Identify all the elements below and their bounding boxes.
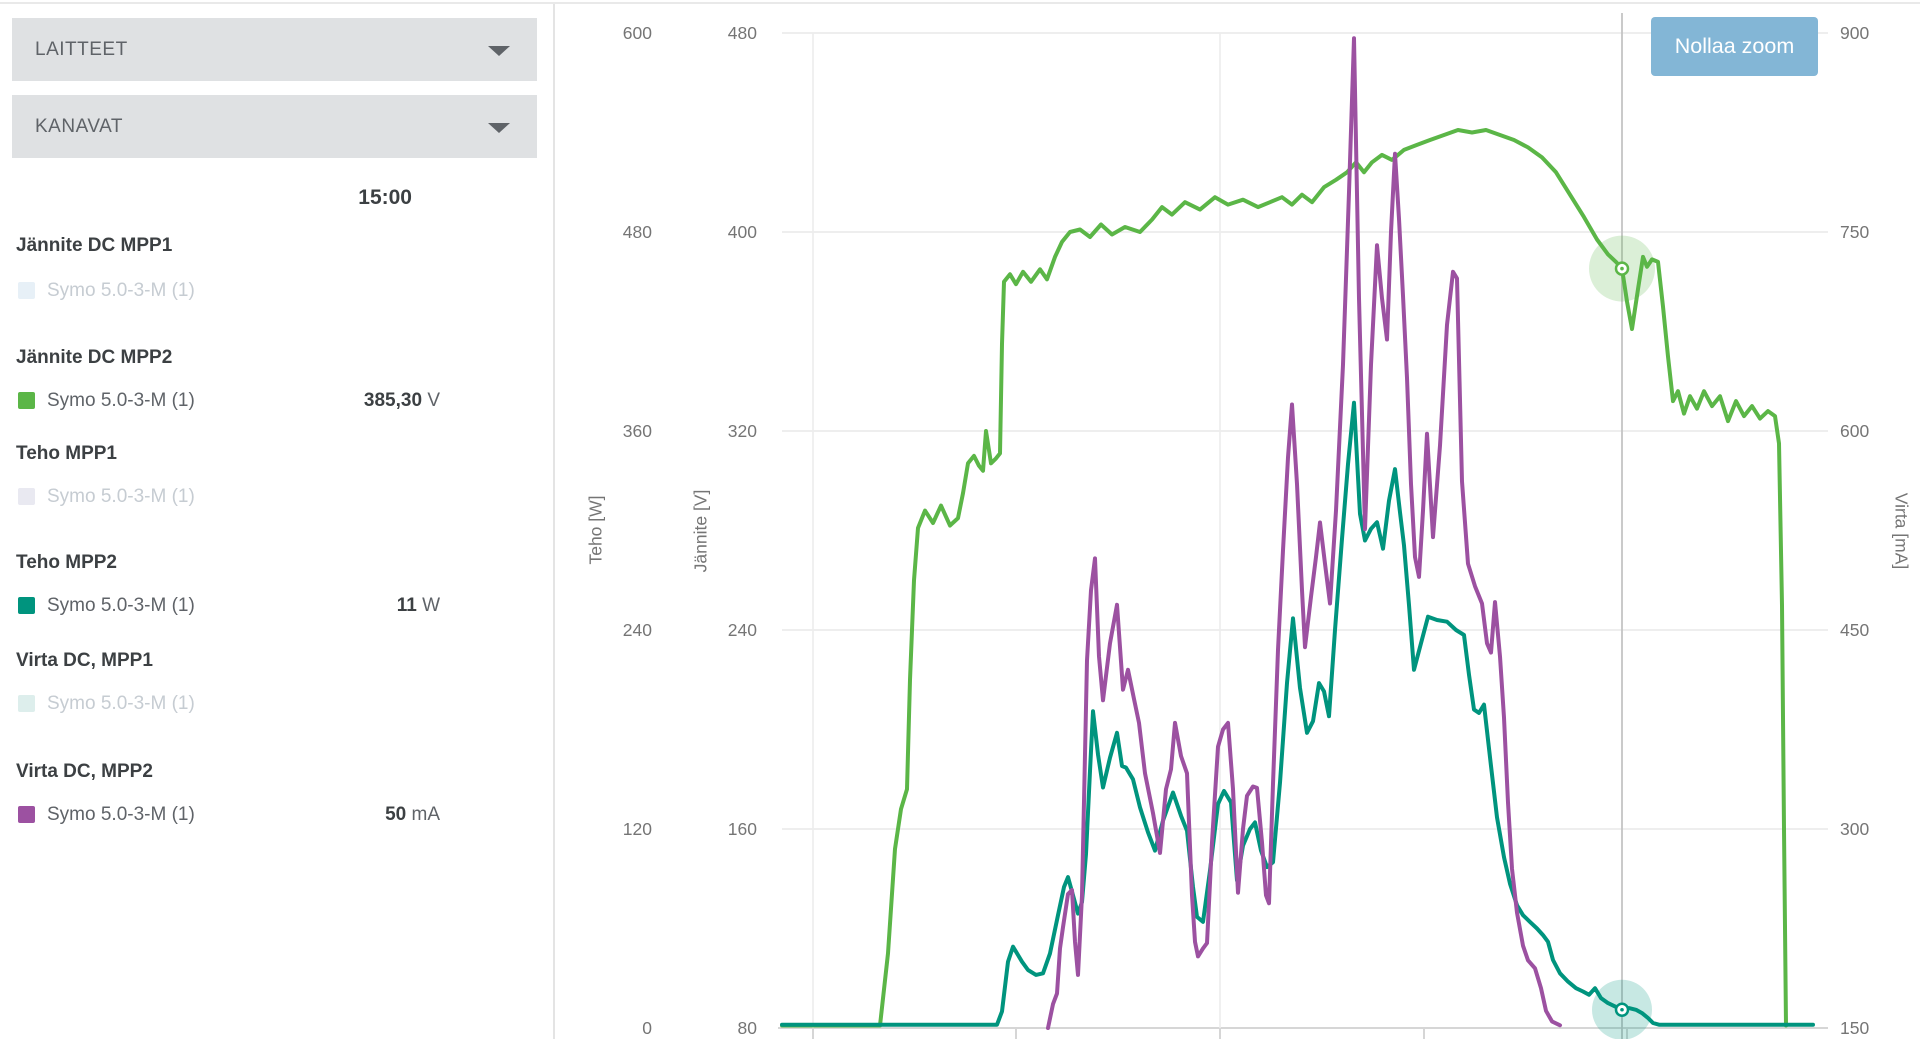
legend-item-value: 11 W	[396, 595, 440, 616]
virta-tick-label: 300	[1840, 819, 1870, 839]
series-line	[1046, 36, 1562, 1030]
chevron-down-icon	[488, 122, 510, 133]
legend-item-name: Symo 5.0-3-M (1)	[47, 804, 195, 825]
legend-item[interactable]: Symo 5.0-3-M (1)	[16, 280, 440, 302]
teho-tick-label: 480	[622, 222, 652, 242]
legend-group-title: Jännite DC MPP1	[16, 235, 173, 256]
legend-item[interactable]: Symo 5.0-3-M (1) 50 mA	[16, 804, 440, 826]
legend-group-title: Virta DC, MPP2	[16, 761, 153, 782]
legend-group-title: Virta DC, MPP1	[16, 650, 153, 671]
legend-swatch	[18, 488, 35, 505]
legend-group-title: Jännite DC MPP2	[16, 347, 173, 368]
hover-marker-dot	[1620, 1007, 1624, 1012]
hover-marker-dot	[1620, 266, 1624, 271]
virta-tick-label: 900	[1840, 23, 1870, 43]
legend-item[interactable]: Symo 5.0-3-M (1) 11 W	[16, 595, 440, 617]
devices-dropdown-label: LAITTEET	[35, 38, 128, 60]
legend-item[interactable]: Symo 5.0-3-M (1) 385,30 V	[16, 390, 440, 412]
legend-item-value: 385,30 V	[363, 390, 440, 411]
virta-tick-label: 150	[1840, 1018, 1870, 1038]
legend-item-name: Symo 5.0-3-M (1)	[47, 280, 195, 301]
teho-axis-title: Teho [W]	[585, 495, 606, 565]
teho-tick-label: 360	[622, 421, 652, 441]
jannite-tick-label: 320	[727, 421, 757, 441]
teho-tick-label: 600	[622, 23, 652, 43]
legend-group-title: Teho MPP2	[16, 552, 117, 573]
legend-swatch	[18, 282, 35, 299]
legend-group-title: Teho MPP1	[16, 443, 117, 464]
virta-tick-label: 450	[1840, 620, 1870, 640]
jannite-tick-label: 400	[727, 222, 757, 242]
legend-swatch	[18, 806, 35, 823]
legend-swatch	[18, 392, 35, 409]
jannite-tick-label: 240	[727, 620, 757, 640]
legend-item-name: Symo 5.0-3-M (1)	[47, 390, 195, 411]
legend-item-name: Symo 5.0-3-M (1)	[47, 595, 195, 616]
teho-tick-label: 0	[642, 1018, 652, 1038]
reset-zoom-button[interactable]: Nollaa zoom	[1651, 17, 1818, 76]
channels-dropdown[interactable]: KANAVAT	[12, 95, 537, 158]
legend-swatch	[18, 597, 35, 614]
chevron-down-icon	[488, 45, 510, 56]
jannite-tick-label: 480	[727, 23, 757, 43]
legend-swatch	[18, 695, 35, 712]
jannite-tick-label: 80	[737, 1018, 757, 1038]
channels-dropdown-label: KANAVAT	[35, 115, 123, 137]
virta-tick-label: 600	[1840, 421, 1870, 441]
devices-dropdown[interactable]: LAITTEET	[12, 18, 537, 81]
legend-item[interactable]: Symo 5.0-3-M (1)	[16, 693, 440, 715]
legend-item-name: Symo 5.0-3-M (1)	[47, 486, 195, 507]
teho-tick-label: 240	[622, 620, 652, 640]
legend-item[interactable]: Symo 5.0-3-M (1)	[16, 486, 440, 508]
jannite-axis-title: Jännite [V]	[690, 489, 711, 573]
jannite-tick-label: 160	[727, 819, 757, 839]
legend-item-name: Symo 5.0-3-M (1)	[47, 693, 195, 714]
teho-tick-label: 120	[622, 819, 652, 839]
series-line	[780, 128, 1788, 1028]
virta-axis-title: Virta [mA]	[1891, 492, 1912, 570]
sidebar-divider	[553, 4, 555, 1039]
hover-time-label: 15:00	[358, 186, 412, 209]
series-line	[780, 400, 1815, 1027]
virta-tick-label: 750	[1840, 222, 1870, 242]
legend-item-value: 50 mA	[385, 804, 440, 825]
top-divider	[0, 2, 1920, 4]
